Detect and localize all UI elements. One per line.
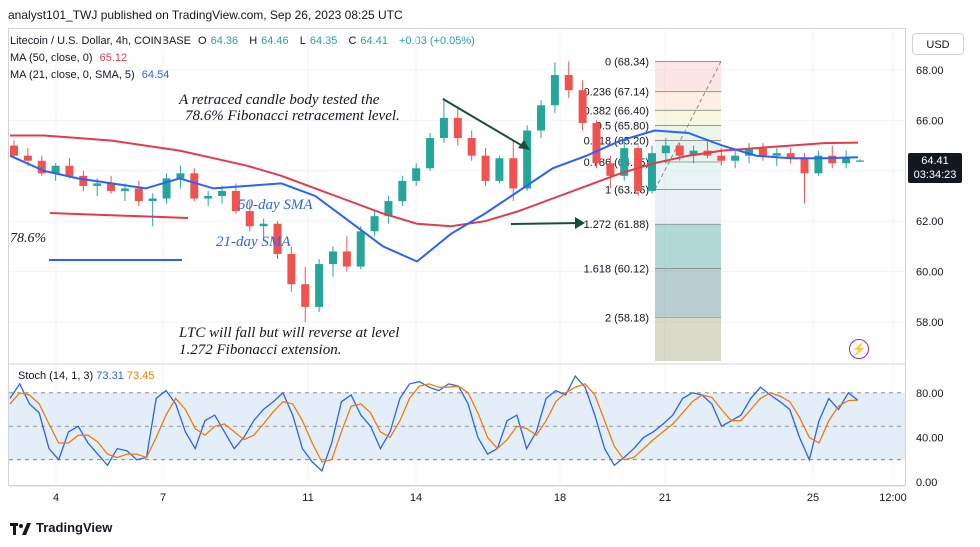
annotation-21-day-sma: 21-day SMA: [216, 234, 291, 250]
ma50-legend[interactable]: MA (50, close, 0) 65.12: [10, 52, 131, 64]
ma21-legend-label: MA (21, close, 0, SMA, 5): [10, 69, 135, 81]
price-axis-label: 66.00: [916, 115, 944, 127]
chart-frame: [8, 28, 906, 486]
tradingview-logo-icon: [10, 522, 31, 535]
stoch-d-value: 73.45: [126, 370, 155, 382]
ma21-legend-value: 64.54: [141, 69, 170, 81]
stoch-k-value: 73.31: [96, 370, 124, 382]
close-label: C: [348, 35, 357, 47]
flash-icon[interactable]: ⚡: [849, 339, 869, 359]
low-label: L: [299, 35, 306, 47]
high-value: 64.46: [261, 35, 289, 47]
time-axis-label: 11: [302, 492, 313, 504]
symbol-name[interactable]: Litecoin / U.S. Dollar, 4h, COINBASE: [10, 35, 191, 47]
footer-brand: TradingView: [36, 520, 113, 535]
annotation-78-6-level: 78.6%: [10, 231, 47, 246]
annotation-retraced-line1: A retraced candle body tested the: [179, 92, 380, 108]
stoch-legend[interactable]: Stoch (14, 1, 3) 73.31 73.45: [18, 370, 154, 382]
current-price-tag: 64.41 03:34:23: [908, 153, 962, 183]
ma50-legend-value: 65.12: [99, 52, 128, 64]
currency-scale-button[interactable]: USD: [912, 33, 964, 55]
high-label: H: [249, 35, 258, 47]
time-axis-label: 18: [554, 492, 566, 504]
price-axis-label: 62.00: [916, 216, 944, 228]
stoch-axis-label: 80.00: [916, 388, 944, 400]
current-price: 64.41: [921, 155, 949, 167]
time-axis-label: 4: [53, 492, 59, 504]
annotation-fall-line2: 1.272 Fibonacci extension.: [179, 342, 342, 358]
annotation-retraced-line2: 78.6% Fibonacci retracement level.: [185, 108, 400, 124]
publisher-line: analyst101_TWJ published on TradingView.…: [8, 8, 403, 22]
change-value: +0.03 (+0.05%): [399, 35, 475, 47]
stoch-axis-label: 40.00: [916, 432, 944, 444]
time-axis-label: 14: [410, 492, 422, 504]
open-label: O: [198, 35, 207, 47]
ma21-legend[interactable]: MA (21, close, 0, SMA, 5) 64.54: [10, 69, 173, 81]
stoch-axis-label: 0.00: [916, 477, 937, 489]
time-axis-label: 12:00: [879, 492, 907, 504]
close-value: 64.41: [360, 35, 388, 47]
annotation-50-day-sma: 50-day SMA: [238, 197, 313, 213]
time-axis-label: 25: [807, 492, 819, 504]
bar-countdown: 03:34:23: [913, 169, 957, 181]
symbol-legend: Litecoin / U.S. Dollar, 4h, COINBASE O 64…: [10, 35, 479, 47]
top-bar: analyst101_TWJ published on TradingView.…: [0, 0, 980, 30]
price-axis-label: 58.00: [916, 317, 944, 329]
open-value: 64.36: [210, 35, 239, 47]
time-axis-label: 21: [659, 492, 671, 504]
time-axis-label: 7: [160, 492, 166, 504]
ma50-legend-label: MA (50, close, 0): [10, 52, 93, 64]
tradingview-footer[interactable]: TradingView: [10, 520, 112, 535]
price-axis-label: 68.00: [916, 65, 944, 77]
annotation-fall-line1: LTC will fall but will reverse at level: [179, 325, 400, 341]
price-axis-label: 60.00: [916, 267, 944, 279]
low-value: 64.35: [309, 35, 338, 47]
stoch-legend-label: Stoch (14, 1, 3): [18, 370, 94, 382]
